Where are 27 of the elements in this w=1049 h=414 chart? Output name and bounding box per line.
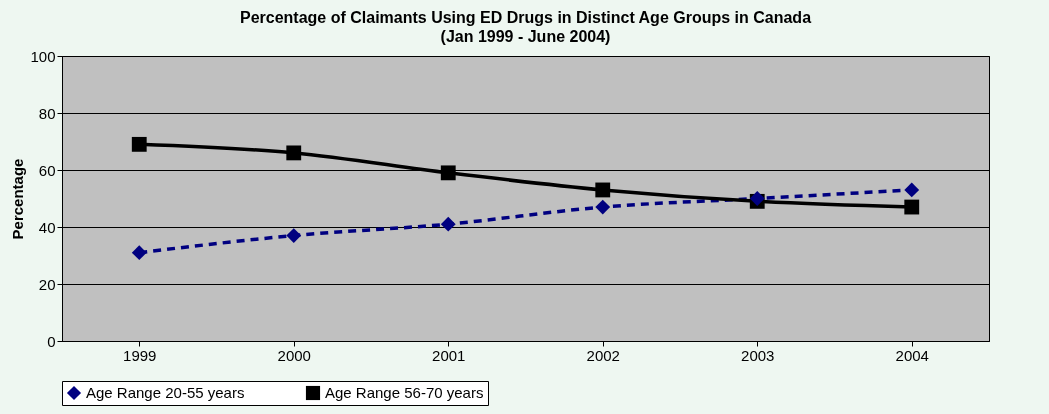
- point: [131, 136, 147, 152]
- legend-label: Age Range 56-70 years: [325, 384, 484, 401]
- y-tick-label: 0: [47, 332, 56, 350]
- x-tick-label: 2001: [432, 346, 466, 364]
- point: [904, 199, 920, 215]
- point: [904, 182, 920, 198]
- y-axis-title: Percentage: [9, 158, 27, 240]
- x-tick-label: 2003: [741, 346, 775, 364]
- point: [595, 199, 611, 215]
- chart-title: Percentage of Claimants Using ED Drugs in Distinct Age Groups in Canada: [239, 9, 812, 26]
- point: [286, 145, 302, 161]
- point: [286, 228, 302, 243]
- y-tick-label: 100: [30, 47, 56, 65]
- y-tick-label: 60: [38, 161, 56, 179]
- x-tick-label: 1999: [123, 346, 157, 364]
- point: [440, 165, 456, 181]
- y-tick-label: 20: [38, 275, 56, 293]
- x-tick-label: 2000: [277, 346, 311, 364]
- x-tick-label: 2004: [895, 346, 929, 364]
- point: [440, 216, 456, 232]
- y-tick-label: 80: [38, 104, 56, 122]
- legend-label: Age Range 20-55 years: [86, 384, 245, 401]
- point: [131, 245, 147, 261]
- point: [595, 182, 611, 198]
- y-tick-label: 40: [38, 218, 56, 236]
- chart-subtitle: (Jan 1999 - June 2004): [440, 28, 611, 45]
- x-tick-label: 2002: [586, 346, 620, 364]
